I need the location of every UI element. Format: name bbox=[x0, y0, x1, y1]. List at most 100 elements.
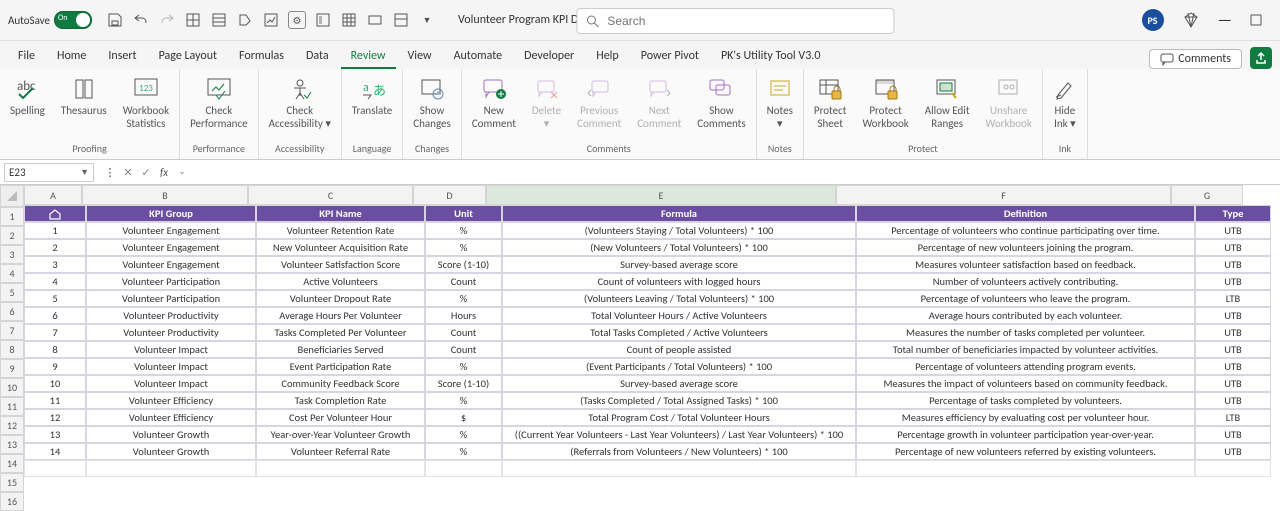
enter-icon[interactable]: ✓ bbox=[138, 166, 154, 179]
cell[interactable]: Cost Per Volunteer Hour bbox=[256, 409, 425, 426]
tab-developer[interactable]: Developer bbox=[514, 45, 584, 69]
table-header-cell[interactable]: Formula bbox=[502, 205, 856, 222]
qat-icon[interactable]: ⚙ bbox=[286, 9, 308, 31]
gem-icon[interactable] bbox=[1182, 11, 1200, 29]
cell[interactable]: UTB bbox=[1195, 358, 1271, 375]
cell[interactable]: 4 bbox=[24, 273, 86, 290]
cell[interactable]: Percentage of volunteers who continue pa… bbox=[856, 222, 1195, 239]
cell[interactable]: 9 bbox=[24, 358, 86, 375]
cell[interactable]: Volunteer Referral Rate bbox=[256, 443, 425, 460]
cell[interactable]: Tasks Completed Per Volunteer bbox=[256, 324, 425, 341]
cell[interactable]: Volunteer Impact bbox=[86, 358, 256, 375]
row-header[interactable]: 1 bbox=[0, 207, 24, 226]
cell[interactable]: Percentage of new volunteers referred by… bbox=[856, 443, 1195, 460]
cell[interactable]: % bbox=[425, 358, 502, 375]
tab-review[interactable]: Review bbox=[341, 45, 396, 69]
cell[interactable]: Measures the impact of volunteers based … bbox=[856, 375, 1195, 392]
column-header[interactable]: E bbox=[486, 185, 836, 205]
undo-icon[interactable] bbox=[130, 9, 152, 31]
cell[interactable]: Volunteer Efficiency bbox=[86, 409, 256, 426]
select-all-triangle[interactable] bbox=[0, 185, 24, 207]
qat-icon[interactable] bbox=[260, 9, 282, 31]
home-icon-cell[interactable] bbox=[24, 205, 86, 222]
cell[interactable]: UTB bbox=[1195, 443, 1271, 460]
row-header[interactable]: 13 bbox=[0, 435, 24, 454]
cell[interactable]: UTB bbox=[1195, 426, 1271, 443]
column-header[interactable]: B bbox=[82, 185, 248, 205]
cell[interactable]: UTB bbox=[1195, 392, 1271, 409]
cell[interactable]: Volunteer Impact bbox=[86, 341, 256, 358]
cell[interactable]: Measures the number of tasks completed p… bbox=[856, 324, 1195, 341]
column-header[interactable]: G bbox=[1171, 185, 1243, 205]
cell[interactable]: Count bbox=[425, 324, 502, 341]
cell[interactable]: UTB bbox=[1195, 324, 1271, 341]
cell[interactable]: UTB bbox=[1195, 222, 1271, 239]
cell[interactable]: (Event Participants / Total Volunteers) … bbox=[502, 358, 856, 375]
cell[interactable]: Volunteer Retention Rate bbox=[256, 222, 425, 239]
avatar[interactable]: PS bbox=[1142, 9, 1164, 31]
column-header[interactable]: A bbox=[24, 185, 82, 205]
ribbon-spelling-button[interactable]: abcSpelling bbox=[2, 71, 53, 122]
cell[interactable] bbox=[1195, 460, 1271, 477]
row-header[interactable]: 5 bbox=[0, 283, 24, 302]
ribbon-translate-button[interactable]: aあTranslate bbox=[344, 71, 400, 122]
cell[interactable] bbox=[256, 460, 425, 477]
tab-pk-s-utility-tool-v3-0[interactable]: PK's Utility Tool V3.0 bbox=[711, 45, 830, 69]
qat-icon[interactable] bbox=[338, 9, 360, 31]
cell[interactable]: LTB bbox=[1195, 409, 1271, 426]
cell[interactable]: 14 bbox=[24, 443, 86, 460]
cell[interactable]: Volunteer Productivity bbox=[86, 324, 256, 341]
ribbon-check-button[interactable]: CheckAccessibility ▾ bbox=[261, 71, 339, 134]
qat-icon[interactable] bbox=[312, 9, 334, 31]
ribbon-allow-edit-button[interactable]: Allow EditRanges bbox=[917, 71, 978, 134]
cell[interactable]: Measures efficiency by evaluating cost p… bbox=[856, 409, 1195, 426]
cell[interactable]: 6 bbox=[24, 307, 86, 324]
cell[interactable]: UTB bbox=[1195, 375, 1271, 392]
qat-icon[interactable] bbox=[234, 9, 256, 31]
search-box[interactable] bbox=[576, 8, 894, 34]
cell[interactable]: Year-over-Year Volunteer Growth bbox=[256, 426, 425, 443]
table-header-cell[interactable]: KPI Name bbox=[256, 205, 425, 222]
redo-icon[interactable] bbox=[156, 9, 178, 31]
cell[interactable]: UTB bbox=[1195, 239, 1271, 256]
cell[interactable]: % bbox=[425, 443, 502, 460]
cell[interactable]: Count bbox=[425, 341, 502, 358]
cell[interactable]: 5 bbox=[24, 290, 86, 307]
column-header[interactable]: D bbox=[413, 185, 486, 205]
cell[interactable]: Volunteer Dropout Rate bbox=[256, 290, 425, 307]
cell[interactable]: Volunteer Productivity bbox=[86, 307, 256, 324]
qat-icon[interactable] bbox=[182, 9, 204, 31]
share-button[interactable] bbox=[1250, 47, 1272, 69]
cell[interactable]: 12 bbox=[24, 409, 86, 426]
cell[interactable]: 2 bbox=[24, 239, 86, 256]
cell[interactable]: (Tasks Completed / Total Assigned Tasks)… bbox=[502, 392, 856, 409]
ribbon-notes-button[interactable]: Notes▾ bbox=[759, 71, 801, 134]
ribbon-workbook-button[interactable]: 123WorkbookStatistics bbox=[115, 71, 177, 134]
cell[interactable]: Task Completion Rate bbox=[256, 392, 425, 409]
cell[interactable]: Number of volunteers actively contributi… bbox=[856, 273, 1195, 290]
row-header[interactable]: 4 bbox=[0, 264, 24, 283]
cell[interactable]: Total Program Cost / Total Volunteer Hou… bbox=[502, 409, 856, 426]
column-header[interactable]: F bbox=[836, 185, 1171, 205]
autosave-toggle[interactable]: On bbox=[54, 11, 92, 29]
ribbon-show-button[interactable]: ShowChanges bbox=[405, 71, 459, 134]
cell[interactable]: 11 bbox=[24, 392, 86, 409]
row-header[interactable]: 6 bbox=[0, 302, 24, 321]
ribbon-protect-button[interactable]: ProtectWorkbook bbox=[854, 71, 916, 134]
ribbon-check-button[interactable]: CheckPerformance bbox=[182, 71, 256, 134]
comments-button[interactable]: Comments bbox=[1149, 49, 1242, 69]
row-header[interactable]: 15 bbox=[0, 473, 24, 492]
row-header[interactable]: 3 bbox=[0, 245, 24, 264]
tab-page-layout[interactable]: Page Layout bbox=[149, 45, 227, 69]
cell[interactable] bbox=[24, 460, 86, 477]
tab-file[interactable]: File bbox=[8, 45, 45, 69]
cell[interactable]: Community Feedback Score bbox=[256, 375, 425, 392]
cell[interactable] bbox=[856, 460, 1195, 477]
chevron-down-icon[interactable]: ⌄ bbox=[174, 166, 190, 179]
cell[interactable]: % bbox=[425, 239, 502, 256]
maximize-icon[interactable] bbox=[1250, 14, 1262, 26]
row-header[interactable]: 10 bbox=[0, 378, 24, 397]
cell[interactable]: (Referrals from Volunteers / New Volunte… bbox=[502, 443, 856, 460]
tab-insert[interactable]: Insert bbox=[98, 45, 146, 69]
cell[interactable]: UTB bbox=[1195, 341, 1271, 358]
